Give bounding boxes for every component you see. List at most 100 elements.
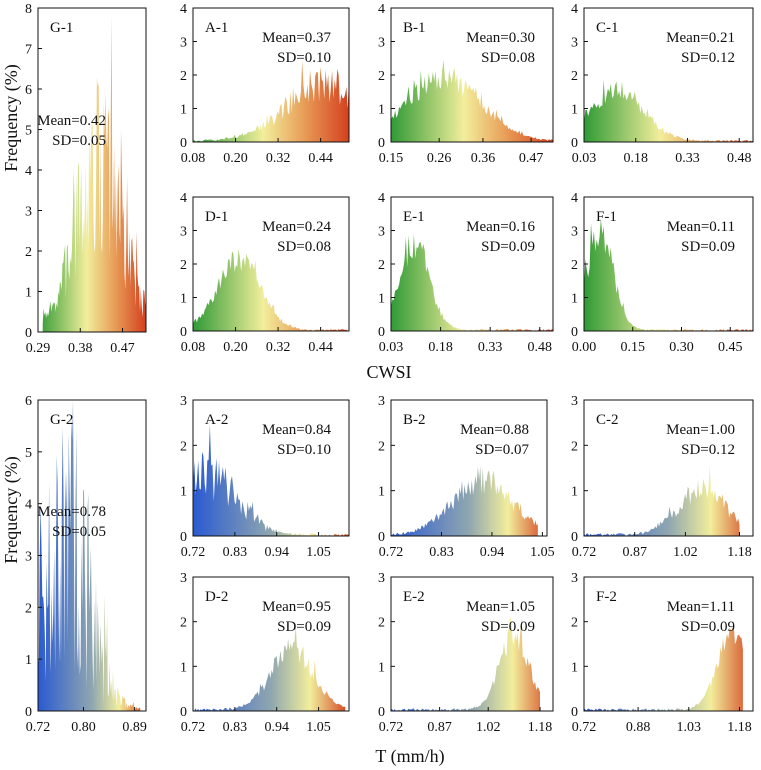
sd-label-c-2: SD=0.12: [681, 442, 735, 458]
x-tick-label-b-2: 0.72: [379, 545, 404, 560]
x-tick-label-e-2: 0.72: [379, 720, 404, 735]
histogram-area-a-2: [193, 424, 349, 536]
x-tick-label-d-1: 0.32: [266, 340, 291, 355]
x-tick-label-a-2: 0.83: [223, 545, 248, 560]
histogram-area-e-1: [391, 234, 553, 331]
x-tick-label-e-2: 1.02: [476, 720, 501, 735]
mean-label-d-1: Mean=0.24: [262, 219, 331, 235]
plot-frame-a-2: [192, 399, 350, 537]
panel-title-g-1: G-1: [50, 20, 73, 36]
y-tick-label-g-2: 0: [25, 705, 32, 720]
x-tick-label-f-2: 0.88: [626, 720, 651, 735]
sd-label-b-2: SD=0.07: [475, 442, 529, 458]
panel-title-g-2: G-2: [50, 412, 73, 428]
y-tick-label-g-1: 0: [25, 326, 32, 341]
histogram-area-a-1: [193, 60, 349, 142]
y-tick-label-d-1: 1: [180, 292, 187, 307]
x-tick-label-g-1: 0.47: [110, 341, 135, 356]
x-tick-label-d-2: 1.05: [306, 720, 331, 735]
x-tick-label-f-2: 0.72: [572, 720, 597, 735]
plot-frame-d-2: [192, 576, 350, 712]
y-tick-label-c-1: 2: [571, 69, 578, 84]
mean-label-c-2: Mean=1.00: [666, 422, 735, 438]
x-axis-title-cwsi: CWSI: [367, 362, 412, 382]
mean-label-a-2: Mean=0.84: [262, 422, 331, 438]
panel-title-f-1: F-1: [596, 209, 617, 225]
plot-frame-e-2: [390, 576, 554, 712]
histogram-area-e-2: [391, 616, 540, 711]
panel-g-2: 0 1 2 3 4 5 6 0.72 0.80 0.89 G-2 Mean=0.78 SD=0.05: [25, 394, 147, 735]
panel-title-f-2: F-2: [596, 589, 617, 605]
sd-label-a-1: SD=0.10: [277, 50, 331, 66]
x-tick-label-a-1: 0.44: [308, 151, 333, 166]
x-tick-label-d-2: 0.94: [264, 720, 289, 735]
y-tick-label-g-1: 2: [25, 245, 32, 260]
y-tick-label-f-2: 2: [571, 616, 578, 631]
y-tick-label-c-1: 0: [571, 136, 578, 151]
panel-a-1: 0 1 2 3 4 0.08 0.20 0.32 0.44 A-1 Mean=0.37 SD=0.10: [180, 2, 350, 166]
y-tick-label-e-1: 1: [378, 292, 385, 307]
sd-label-g-1: SD=0.05: [52, 133, 106, 149]
x-tick-label-f-1: 0.45: [718, 340, 743, 355]
x-tick-label-g-1: 0.38: [68, 341, 93, 356]
panel-title-b-2: B-2: [403, 412, 426, 428]
x-tick-label-c-1: 0.48: [727, 151, 752, 166]
y-tick-label-e-2: 1: [378, 660, 385, 675]
panel-title-c-2: C-2: [596, 412, 619, 428]
x-tick-label-f-1: 0.15: [621, 340, 646, 355]
mean-label-e-1: Mean=0.16: [466, 219, 535, 235]
y-tick-label-d-2: 0: [180, 705, 187, 720]
panel-title-c-1: C-1: [596, 20, 619, 36]
x-tick-label-a-2: 0.72: [181, 545, 206, 560]
x-tick-label-b-2: 1.05: [530, 545, 555, 560]
x-tick-label-b-2: 0.94: [480, 545, 505, 560]
y-tick-label-d-1: 3: [180, 225, 187, 240]
sd-label-d-2: SD=0.09: [277, 619, 331, 635]
y-tick-label-b-2: 2: [378, 439, 385, 454]
x-tick-label-c-1: 0.03: [572, 151, 597, 166]
panel-title-d-1: D-1: [205, 209, 228, 225]
x-tick-label-c-2: 1.02: [673, 545, 698, 560]
sd-label-e-1: SD=0.09: [481, 239, 535, 255]
y-tick-label-g-1: 4: [25, 164, 32, 179]
x-tick-label-f-2: 1.18: [727, 720, 752, 735]
x-tick-label-g-1: 0.29: [26, 341, 51, 356]
histogram-area-b-1: [391, 59, 553, 142]
x-tick-label-a-2: 1.05: [306, 545, 331, 560]
histogram-area-f-1: [584, 218, 753, 331]
y-tick-label-g-1: 5: [25, 124, 32, 139]
y-tick-label-e-1: 3: [378, 225, 385, 240]
histogram-area-g-1: [42, 15, 147, 333]
panel-title-a-1: A-1: [205, 20, 228, 36]
panel-title-b-1: B-1: [403, 20, 426, 36]
mean-label-d-2: Mean=0.95: [262, 599, 331, 615]
x-tick-label-d-1: 0.08: [181, 340, 206, 355]
histogram-area-b-2: [391, 466, 538, 536]
y-tick-label-b-1: 4: [378, 2, 385, 17]
panel-c-2: 0 1 2 3 0.72 0.87 1.02 1.18 C-2 Mean=1.00 SD=0.12: [571, 394, 754, 560]
y-tick-label-f-2: 1: [571, 660, 578, 675]
y-tick-label-c-1: 3: [571, 36, 578, 51]
y-tick-label-d-1: 2: [180, 258, 187, 273]
y-tick-label-g-1: 6: [25, 83, 32, 98]
x-tick-label-b-1: 0.15: [379, 151, 404, 166]
sd-label-g-2: SD=0.05: [52, 524, 106, 540]
x-tick-label-a-1: 0.32: [266, 151, 291, 166]
y-tick-label-e-2: 2: [378, 616, 385, 631]
panel-title-e-2: E-2: [403, 589, 425, 605]
panel-c-1: 0 1 2 3 4 0.03 0.18 0.33 0.48 C-1 Mean=0.21 SD=0.12: [571, 2, 754, 166]
panel-d-1: 0 1 2 3 4 0.08 0.20 0.32 0.44 D-1 Mean=0.24 SD=0.08: [180, 191, 350, 355]
mean-label-c-1: Mean=0.21: [666, 30, 735, 46]
mean-label-g-1: Mean=0.42: [37, 113, 106, 129]
x-tick-label-b-1: 0.47: [519, 151, 544, 166]
panel-e-2: 0 1 2 3 0.72 0.87 1.02 1.18 E-2 Mean=1.05 SD=0.09: [378, 571, 554, 735]
mean-label-f-2: Mean=1.11: [667, 599, 735, 615]
mean-label-b-1: Mean=0.30: [466, 30, 535, 46]
x-tick-label-e-1: 0.18: [428, 340, 453, 355]
x-tick-label-e-2: 1.18: [528, 720, 553, 735]
y-tick-label-a-1: 4: [180, 2, 187, 17]
x-tick-label-e-1: 0.48: [528, 340, 553, 355]
y-tick-label-g-2: 3: [25, 550, 32, 565]
x-tick-label-g-2: 0.72: [26, 720, 51, 735]
